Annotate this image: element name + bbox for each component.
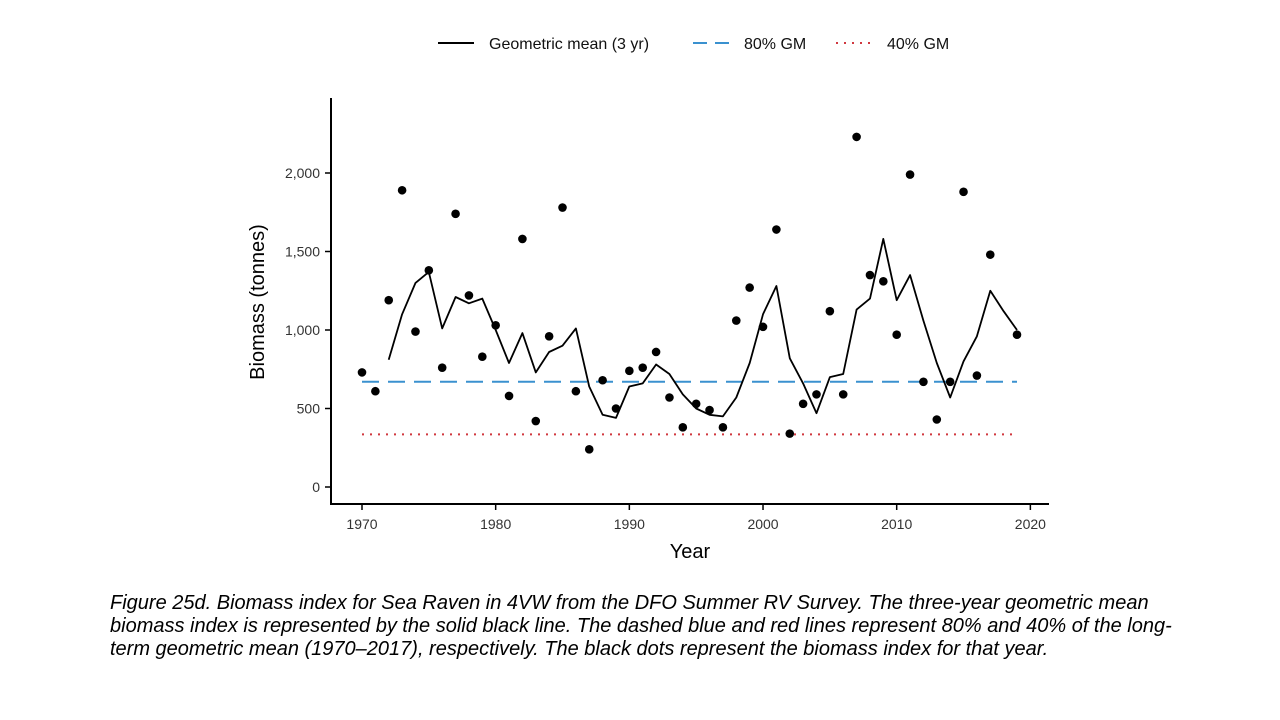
biomass-point — [437, 363, 447, 372]
biomass-point — [571, 386, 581, 396]
biomass-point — [531, 416, 541, 426]
biomass-point — [785, 429, 795, 438]
biomass-point — [611, 404, 621, 413]
y-tick-label: 2,000 — [285, 165, 320, 181]
x-tick-label: 2000 — [747, 516, 778, 532]
geometric-mean-series-line — [387, 237, 1018, 419]
x-tick-label: 1970 — [346, 516, 377, 532]
biomass-point — [651, 347, 661, 357]
biomass-point — [919, 377, 928, 387]
biomass-point — [705, 405, 714, 415]
biomass-point — [584, 445, 594, 454]
legend: Geometric mean (3 yr) 80% GM 40% GM — [438, 36, 949, 53]
y-tick-label: 1,500 — [285, 244, 320, 260]
y-tick-label: 500 — [297, 401, 321, 417]
x-tick-label: 1990 — [614, 516, 645, 532]
biomass-point — [451, 209, 460, 219]
x-tick-label: 2020 — [1015, 516, 1046, 532]
biomass-point — [424, 266, 434, 275]
x-tick-label: 1980 — [480, 516, 511, 532]
biomass-point — [478, 352, 487, 361]
x-axis-title: Year — [670, 541, 711, 563]
figure-caption: Figure 25d. Biomass index for Sea Raven … — [110, 592, 1172, 660]
biomass-point — [972, 371, 982, 380]
biomass-point — [838, 390, 848, 399]
x-tick-label: 2010 — [881, 516, 912, 532]
biomass-point — [357, 368, 367, 377]
biomass-point — [665, 393, 674, 402]
biomass-point — [544, 331, 554, 341]
axes — [330, 98, 1049, 505]
biomass-point — [772, 225, 781, 234]
x-ticks: 1970 1980 1990 2000 2010 2020 — [346, 504, 1046, 532]
biomass-point — [678, 423, 688, 432]
biomass-point — [825, 306, 835, 316]
biomass-point — [812, 390, 821, 399]
biomass-point — [397, 185, 407, 195]
y-tick-label: 0 — [312, 479, 320, 495]
biomass-points — [357, 132, 1022, 454]
biomass-point — [892, 330, 901, 340]
biomass-point — [384, 295, 394, 305]
biomass-point — [879, 277, 888, 286]
biomass-point — [518, 234, 527, 244]
biomass-point — [371, 386, 380, 396]
biomass-point — [758, 322, 768, 332]
legend-label: Geometric mean (3 yr) — [489, 36, 649, 53]
legend-label: 80% GM — [744, 36, 806, 53]
biomass-point — [865, 270, 875, 280]
biomass-point — [959, 187, 968, 197]
biomass-point — [745, 283, 754, 292]
biomass-point — [1012, 330, 1022, 340]
biomass-point — [691, 399, 701, 409]
biomass-point — [625, 366, 634, 376]
biomass-point — [718, 423, 728, 432]
biomass-point — [638, 363, 648, 372]
biomass-point — [945, 377, 955, 387]
y-tick-label: 1,000 — [285, 322, 320, 338]
biomass-point — [491, 320, 500, 330]
biomass-point — [905, 170, 915, 179]
biomass-point — [932, 415, 942, 424]
chart: Geometric mean (3 yr) 80% GM 40% GM 1970 19… — [247, 36, 1049, 563]
biomass-point — [598, 375, 607, 385]
legend-label: 40% GM — [887, 36, 949, 53]
biomass-point — [731, 316, 741, 325]
biomass-point — [852, 132, 861, 142]
y-ticks: 0 500 1,000 1,500 2,000 — [285, 165, 331, 495]
reference-lines — [362, 380, 1017, 436]
biomass-point — [985, 250, 995, 259]
biomass-point — [411, 327, 420, 336]
biomass-point — [504, 391, 514, 401]
biomass-point — [464, 291, 474, 300]
y-axis-title: Biomass (tonnes) — [247, 224, 269, 380]
biomass-point — [558, 203, 567, 212]
biomass-point — [798, 399, 808, 409]
geometric-mean-line — [387, 237, 1018, 419]
